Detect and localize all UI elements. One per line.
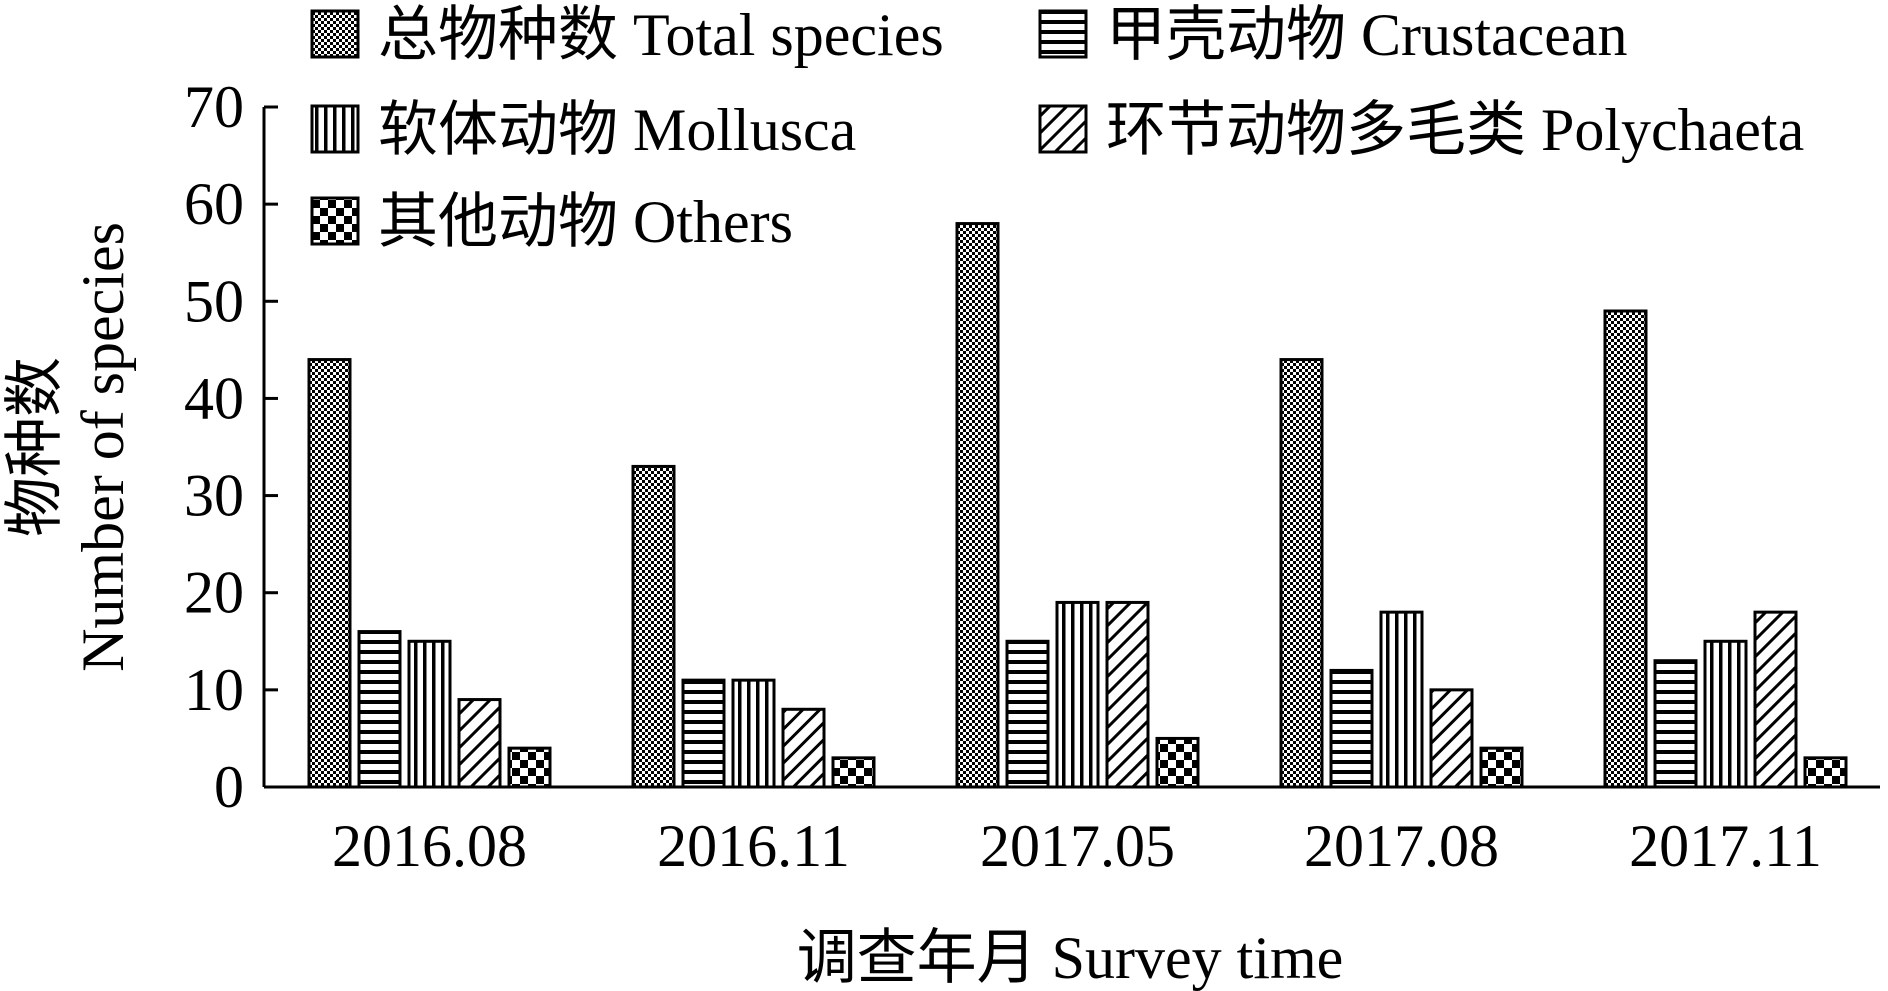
- bar-grid: [1603, 309, 1648, 789]
- legend-swatch: [1038, 9, 1088, 59]
- legend-swatch: [310, 104, 360, 154]
- bar-grid: [307, 358, 352, 789]
- axes: 0 10 20 30 40 50 60 70: [184, 74, 1880, 820]
- x-tick-label: 2017.11: [1629, 813, 1822, 879]
- legend-item: 环节动物多毛类 Polychaeta: [1038, 97, 1804, 163]
- legend-swatch: [310, 196, 360, 246]
- legend-label: 其他动物 Others: [378, 189, 793, 255]
- y-tick-label: 60: [184, 171, 244, 237]
- legend-swatch: [310, 9, 360, 59]
- legend-item: 甲壳动物 Crustacean: [1038, 2, 1628, 68]
- bar-diag: [1753, 610, 1798, 789]
- bar-grid: [1279, 358, 1324, 789]
- x-tick-labels: 2016.08 2016.11 2017.05 2017.08 2017.11: [332, 813, 1822, 879]
- y-axis-title: Number of species 物种数: [2, 222, 136, 672]
- bar-group: [1603, 309, 1848, 789]
- bar-group: [307, 358, 552, 789]
- x-tick-label: 2016.08: [332, 813, 527, 879]
- bar-checker: [1479, 746, 1524, 789]
- legend-label: 环节动物多毛类 Polychaeta: [1106, 97, 1804, 163]
- legend-item: 其他动物 Others: [310, 189, 793, 255]
- x-axis-title: 调查年月 Survey time: [797, 925, 1344, 991]
- legend-label: 软体动物 Mollusca: [378, 97, 856, 163]
- x-tick-label: 2017.08: [1304, 813, 1499, 879]
- bar-diag: [1105, 600, 1150, 789]
- y-tick-label: 30: [184, 463, 244, 529]
- bar-hlines: [1653, 659, 1698, 789]
- bar-checker: [507, 746, 552, 789]
- bar-grid: [631, 464, 676, 789]
- bar-vlines: [1055, 600, 1100, 789]
- legend-label: 总物种数 Total species: [378, 2, 944, 68]
- bar-checker: [831, 756, 876, 789]
- bar-vlines: [731, 678, 776, 789]
- bar-group: [631, 464, 876, 789]
- bar-hlines: [681, 678, 726, 789]
- legend-item: 总物种数 Total species: [310, 2, 944, 68]
- bar-grid: [955, 222, 1000, 789]
- y-tick-label: 10: [184, 657, 244, 723]
- x-tick-label: 2017.05: [980, 813, 1175, 879]
- bar-diag: [781, 707, 826, 789]
- bar-checker: [1155, 736, 1200, 789]
- y-tick-label: 40: [184, 365, 244, 431]
- legend-item: 软体动物 Mollusca: [310, 97, 856, 163]
- bar-vlines: [407, 639, 452, 789]
- bars: [307, 222, 1848, 789]
- legend: 总物种数 Total species 甲壳动物 Crustacean 软体动物 Mo…: [310, 2, 1804, 255]
- legend-swatch: [1038, 104, 1088, 154]
- y-tick-label: 70: [184, 74, 244, 140]
- bar-hlines: [1329, 668, 1374, 789]
- y-tick-label: 50: [184, 268, 244, 334]
- legend-label: 甲壳动物 Crustacean: [1106, 2, 1628, 68]
- y-axis-title-en: Number of species: [70, 222, 136, 672]
- bar-vlines: [1703, 639, 1748, 789]
- x-tick-label: 2016.11: [657, 813, 850, 879]
- y-tick-label: 0: [214, 754, 244, 820]
- bar-hlines: [357, 630, 402, 789]
- bar-group: [955, 222, 1200, 789]
- bar-hlines: [1005, 639, 1050, 789]
- bar-group: [1279, 358, 1524, 789]
- y-ticks: 0 10 20 30 40 50 60 70: [184, 74, 278, 820]
- bar-diag: [1429, 688, 1474, 789]
- y-axis-title-cn: 物种数: [2, 357, 68, 537]
- y-tick-label: 20: [184, 560, 244, 626]
- bar-vlines: [1379, 610, 1424, 789]
- bar-checker: [1803, 756, 1848, 789]
- bar-diag: [457, 698, 502, 789]
